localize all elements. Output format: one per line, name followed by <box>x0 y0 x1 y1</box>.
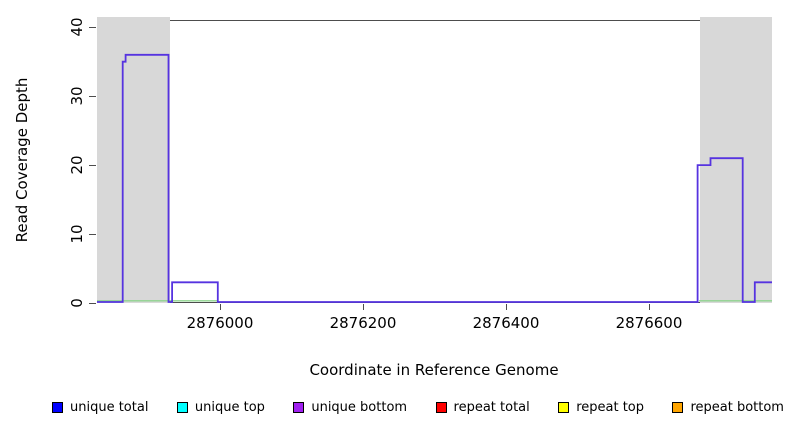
legend-item-repeat-top: repeat top <box>558 400 644 415</box>
x-axis-tick-label: 2876400 <box>472 314 540 332</box>
x-axis-tick-label: 2876200 <box>329 314 397 332</box>
x-axis-tick <box>219 304 221 310</box>
plot-area <box>97 17 772 303</box>
x-axis-tick <box>362 304 364 310</box>
y-axis-tick <box>89 27 96 29</box>
legend-label: repeat total <box>453 399 530 415</box>
repeat-region-right <box>700 17 772 303</box>
legend-item-unique-bottom: unique bottom <box>293 400 407 415</box>
chart-legend: unique total unique top unique bottom repea… <box>52 398 784 416</box>
y-axis-tick-label: 10 <box>68 224 86 244</box>
legend-item-repeat-total: repeat total <box>435 399 530 415</box>
legend-swatch-icon <box>52 401 63 413</box>
y-axis-tick <box>89 165 96 167</box>
legend-label: repeat top <box>576 399 644 415</box>
y-axis-tick <box>89 303 96 304</box>
x-axis-tick <box>506 304 507 310</box>
legend-swatch-icon <box>672 401 684 413</box>
repeat-region-left <box>97 17 170 303</box>
coverage-curves <box>97 53 772 303</box>
legend-swatch-icon <box>558 401 570 413</box>
x-axis-tick-label: 2876000 <box>186 314 254 332</box>
legend-swatch-icon <box>176 401 188 413</box>
legend-item-unique-total: unique total <box>52 400 148 415</box>
x-axis-tick-label: 2876600 <box>615 314 683 332</box>
y-axis-tick-label: 20 <box>68 155 86 175</box>
x-axis-tick <box>649 304 650 310</box>
legend-swatch-icon <box>293 401 305 413</box>
y-axis-tick-label: 40 <box>68 17 86 37</box>
legend-swatch-icon <box>435 401 447 413</box>
y-axis-tick-label: 0 <box>68 298 86 308</box>
legend-label: unique top <box>194 399 265 415</box>
y-axis-tick-label: 30 <box>68 86 86 106</box>
y-axis-title: Read Coverage Depth <box>13 77 31 243</box>
x-axis-title: Coordinate in Reference Genome <box>309 361 559 379</box>
y-axis-tick <box>89 96 96 98</box>
plot-border-top <box>97 20 772 21</box>
y-axis-tick <box>89 234 96 236</box>
legend-item-repeat-bottom: repeat bottom <box>672 400 784 415</box>
legend-label: unique total <box>70 399 149 415</box>
legend-item-unique-top: unique top <box>176 399 265 415</box>
series-unique bottom <box>97 53 772 303</box>
legend-label: repeat bottom <box>690 399 784 415</box>
legend-label: unique bottom <box>311 399 408 415</box>
